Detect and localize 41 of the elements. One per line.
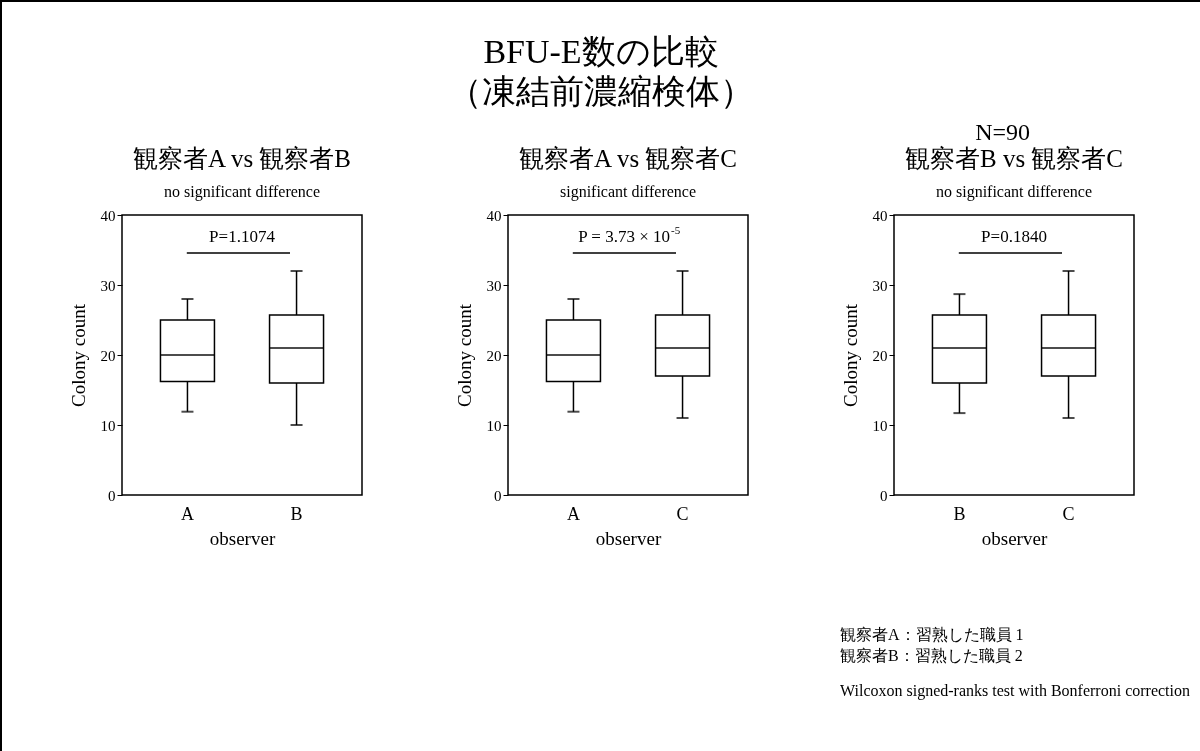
chart-title: 観察者B vs 観察者C [904, 145, 1123, 172]
text: BFU-E数の比較 [482, 32, 720, 72]
y-axis-title: Colony count [67, 303, 88, 407]
x-axis-title: observer [209, 527, 276, 549]
y-tick-label: 10 [872, 417, 887, 434]
x-tick-label: A [566, 503, 580, 524]
text: 観察者A：習熟した職員 1 [840, 625, 1025, 645]
x-axis-title: observer [981, 527, 1048, 549]
x-tick-label: C [676, 503, 689, 524]
y-tick-label: 20 [872, 347, 887, 364]
y-axis-title: Colony count [453, 303, 474, 407]
y-tick-label: 40 [486, 207, 501, 224]
y-tick-label: 30 [486, 277, 501, 294]
x-tick-label: B [952, 503, 965, 524]
y-axis-title: Colony count [839, 303, 860, 407]
y-tick-label: 0 [493, 487, 501, 504]
x-tick-label: C [1062, 503, 1075, 524]
chart-title: 観察者A vs 観察者C [518, 145, 737, 172]
y-tick-label: 0 [107, 487, 115, 504]
chart-title: 観察者A vs 観察者B [132, 145, 351, 172]
chart-subtitle: significant difference [559, 183, 696, 201]
annotation: P=1.1074 [208, 227, 275, 246]
chart-subtitle: no significant difference [935, 183, 1092, 201]
text: Wilcoxon signed-ranks test with Bonferroni correction [840, 681, 1190, 701]
x-tick-label: A [180, 503, 194, 524]
x-tick-label: B [290, 503, 303, 524]
y-tick-label: 30 [872, 277, 887, 294]
y-tick-label: 20 [100, 347, 115, 364]
text: N=90 [975, 118, 1030, 146]
y-tick-label: 0 [879, 487, 887, 504]
text: （凍結前濃縮検体） [447, 72, 755, 112]
y-tick-label: 20 [486, 347, 501, 364]
text: 観察者B：習熟した職員 2 [840, 646, 1024, 666]
y-tick-label: 10 [486, 417, 501, 434]
y-tick-label: 40 [100, 207, 115, 224]
y-tick-label: 40 [872, 207, 887, 224]
annotation: P=0.1840 [980, 227, 1047, 246]
y-tick-label: 10 [100, 417, 115, 434]
y-tick-label: 30 [100, 277, 115, 294]
chart-subtitle: no significant difference [163, 183, 320, 201]
x-axis-title: observer [595, 527, 662, 549]
